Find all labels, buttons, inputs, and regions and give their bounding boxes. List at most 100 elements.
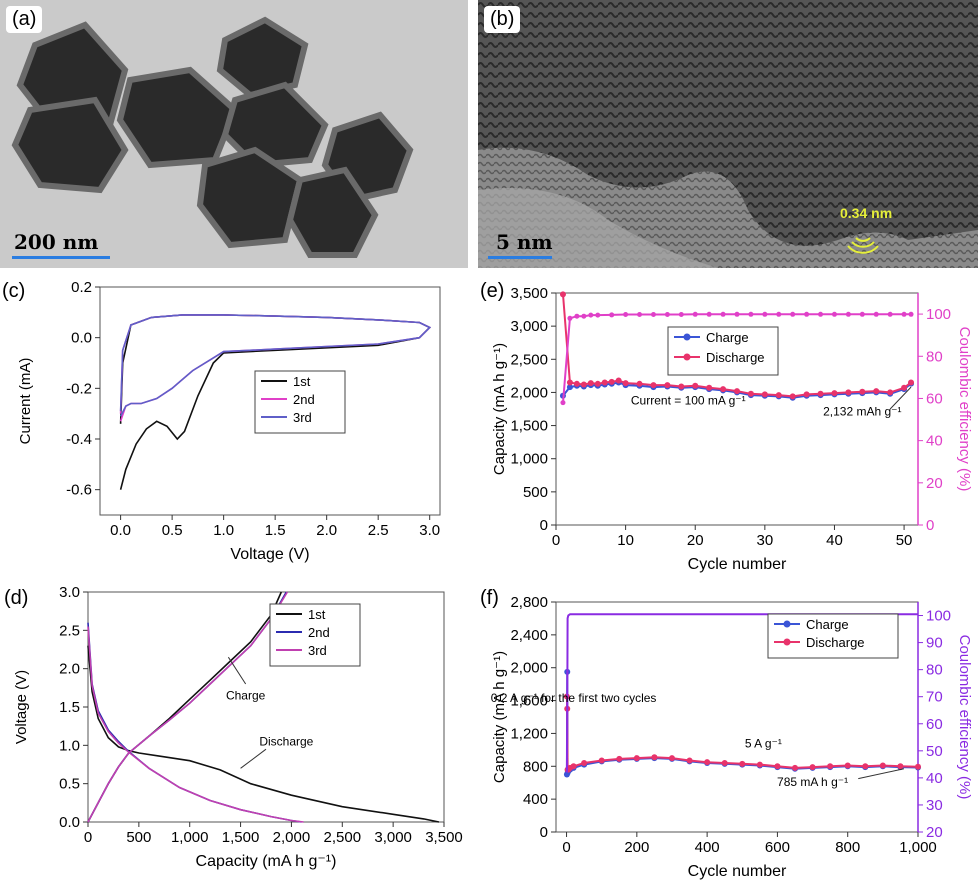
data-point-e-1	[587, 380, 594, 387]
legend-label-f: Discharge	[806, 635, 865, 650]
x-tick-label-f: 400	[695, 839, 720, 856]
micrograph-b-image: 0.34 nm	[478, 0, 978, 268]
scale-bar-b	[488, 256, 552, 259]
data-point-e-1	[650, 382, 657, 389]
y2-tick-label-f: 50	[926, 743, 943, 760]
data-point-e-1	[566, 379, 573, 386]
data-point-f-1	[581, 760, 588, 766]
y2-tick-label-f: 60	[926, 716, 943, 733]
panel-label-a: (a)	[6, 6, 43, 33]
data-point-f-1	[598, 757, 605, 764]
data-point-e-1	[789, 393, 796, 400]
series-line-d-4	[87, 626, 304, 823]
legend-marker-f	[783, 620, 791, 628]
x-tick-label-f: 600	[765, 839, 790, 856]
y-tick-label-c: -0.6	[66, 482, 92, 499]
data-point-e-2	[790, 311, 796, 317]
legend-label-c: 2nd	[293, 392, 315, 407]
x-tick-label-f: 0	[562, 839, 570, 856]
y2-tick-label-e: 20	[926, 475, 943, 492]
data-point-e-2	[818, 311, 824, 317]
data-point-e-2	[804, 311, 810, 317]
y-tick-label-d: 3.0	[59, 584, 80, 601]
data-point-e-2	[748, 311, 754, 317]
data-point-e-2	[650, 312, 656, 318]
y-tick-label-e: 3,500	[510, 285, 548, 302]
annotation-e: Current = 100 mA g⁻¹	[631, 393, 746, 407]
data-point-e-1	[594, 380, 601, 387]
data-point-f-1	[774, 763, 781, 770]
x-tick-label-d: 3,500	[425, 829, 463, 846]
data-point-e-2	[664, 312, 670, 318]
x-axis-label-f: Cycle number	[688, 863, 787, 880]
y-tick-label-f: 2,400	[510, 627, 548, 644]
y2-tick-label-f: 80	[926, 662, 943, 679]
series-line-d-0	[87, 645, 440, 823]
x-tick-label-d: 2,500	[324, 829, 362, 846]
y-tick-label-e: 1,000	[510, 451, 548, 468]
data-point-e-1	[622, 380, 629, 387]
data-point-f-1	[668, 755, 675, 762]
data-point-e-2	[567, 315, 573, 321]
data-point-e-2	[901, 311, 907, 317]
data-point-e-1	[664, 382, 671, 389]
arrow-final-capacity	[889, 386, 912, 410]
data-point-f-1	[809, 764, 816, 771]
panel-label-d: (d)	[4, 587, 28, 609]
y-tick-label-e: 3,000	[510, 318, 548, 335]
data-point-e-1	[580, 381, 587, 388]
y-tick-label-c: 0.2	[71, 279, 92, 296]
micrograph-b: 0.34 nm (b) 5 nm	[478, 0, 978, 268]
data-point-e-1	[775, 392, 782, 399]
y2-tick-label-f: 20	[926, 824, 943, 841]
y-tick-label-e: 1,500	[510, 418, 548, 435]
arrow-discharge	[240, 748, 267, 769]
data-point-e-1	[706, 384, 713, 391]
y-tick-label-c: -0.4	[66, 431, 92, 448]
scale-bar-a	[12, 256, 110, 259]
data-point-e-1	[573, 380, 580, 387]
data-point-e-2	[706, 311, 712, 317]
data-point-e-1	[601, 379, 608, 386]
data-point-f-1	[721, 760, 728, 766]
data-point-e-1	[678, 383, 685, 390]
data-point-e-2	[887, 311, 893, 317]
data-point-f-1	[651, 754, 658, 761]
data-point-e-1	[873, 388, 880, 395]
y-tick-label-f: 2,800	[510, 594, 548, 611]
y-tick-label-d: 2.0	[59, 661, 80, 678]
data-point-e-1	[692, 382, 699, 389]
panel-label-f: (f)	[480, 587, 499, 609]
y-tick-label-e: 500	[523, 484, 548, 501]
data-point-e-1	[831, 390, 838, 397]
annotation-f: 0.2 A g⁻¹ for the first two cycles	[491, 691, 657, 705]
arrow-final-capacity	[858, 768, 905, 780]
y2-tick-label-f: 90	[926, 635, 943, 652]
data-point-f-1	[862, 763, 869, 770]
data-point-f-1	[739, 760, 746, 767]
legend-label-f: Charge	[806, 617, 849, 632]
legend-box-f	[767, 613, 899, 659]
data-point-e-1	[615, 377, 622, 384]
x-tick-label-f: 1,000	[899, 839, 937, 856]
data-point-f-1	[915, 763, 921, 770]
x-tick-label-c: 2.0	[316, 522, 337, 539]
data-point-e-2	[831, 311, 837, 317]
legend-marker-e	[683, 333, 691, 341]
y2-tick-label-e: 100	[926, 306, 951, 323]
data-point-e-2	[720, 311, 726, 317]
x-axis-label-c: Voltage (V)	[230, 546, 309, 563]
data-point-e-2	[595, 312, 601, 318]
plot-frame-c	[99, 286, 441, 516]
y-axis-label-e: Capacity (mA h g⁻¹)	[491, 343, 508, 475]
y2-tick-label-e: 40	[926, 433, 943, 450]
legend-label-e: Charge	[706, 330, 749, 345]
x-tick-label-c: 3.0	[419, 522, 440, 539]
x-tick-label-e: 10	[617, 532, 634, 549]
data-point-e-1	[608, 378, 615, 385]
y-tick-label-c: 0.0	[71, 330, 92, 347]
series-line-d-3	[87, 591, 287, 823]
y-tick-label-d: 1.5	[59, 699, 80, 716]
data-point-f-1	[633, 755, 640, 762]
x-tick-label-f: 200	[624, 839, 649, 856]
